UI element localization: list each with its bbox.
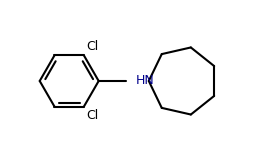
Text: Cl: Cl — [86, 39, 98, 52]
Text: Cl: Cl — [86, 109, 98, 123]
Text: HN: HN — [136, 75, 155, 87]
